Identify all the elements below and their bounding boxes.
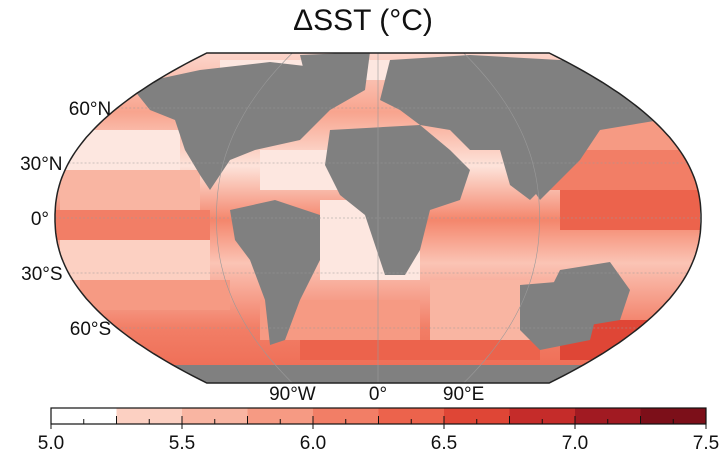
ocean-cell bbox=[60, 170, 200, 210]
land-greenland bbox=[300, 53, 370, 110]
latitude-label: 30°S bbox=[21, 264, 62, 285]
map-title: ΔSST (°C) bbox=[293, 4, 433, 37]
colorbar-tick-label: 6.5 bbox=[431, 433, 457, 454]
colorbar-ticks: 5.0 5.5 6.0 6.5 7.0 7.5 bbox=[38, 416, 719, 454]
ocean-cell bbox=[300, 340, 540, 360]
latitude-labels: 60°N 30°N 0° 30°S 60°S bbox=[20, 99, 111, 340]
colorbar-band bbox=[378, 408, 445, 424]
ocean-cell bbox=[560, 190, 700, 230]
colorbar-band bbox=[575, 408, 641, 424]
meridian-line bbox=[216, 52, 293, 384]
land-africa bbox=[325, 125, 470, 275]
meridian-line bbox=[463, 52, 540, 384]
colorbar-band bbox=[640, 408, 707, 424]
ocean-cell bbox=[55, 210, 210, 240]
ocean-cell bbox=[80, 280, 230, 310]
longitude-label: 90°E bbox=[443, 384, 484, 405]
colorbar-tick-label: 7.5 bbox=[693, 433, 719, 454]
land-south-america bbox=[230, 200, 320, 345]
colorbar-tick-label: 6.0 bbox=[300, 433, 326, 454]
colorbar-band bbox=[313, 408, 379, 424]
map-clip-group bbox=[55, 53, 700, 383]
latitude-label: 30°N bbox=[20, 154, 62, 175]
colorbar bbox=[50, 407, 707, 425]
globe-outline bbox=[54, 52, 702, 384]
colorbar-band bbox=[51, 408, 117, 424]
longitude-labels: 90°W 0° 90°E bbox=[269, 384, 484, 405]
land-antarctica bbox=[55, 365, 700, 383]
longitude-label: 0° bbox=[369, 384, 387, 405]
latitude-label: 60°N bbox=[69, 99, 111, 120]
colorbar-tick-label: 5.5 bbox=[169, 433, 195, 454]
longitude-label: 90°W bbox=[269, 384, 316, 405]
ocean-cell bbox=[60, 240, 210, 280]
land bbox=[55, 53, 700, 383]
colorbar-band bbox=[182, 408, 248, 424]
land-europe-asia bbox=[380, 55, 690, 200]
colorbar-band bbox=[247, 408, 314, 424]
graticule bbox=[55, 52, 701, 384]
colorbar-band bbox=[509, 408, 576, 424]
colorbar-band bbox=[116, 408, 183, 424]
land-north-america bbox=[130, 62, 340, 190]
latitude-label: 0° bbox=[31, 209, 49, 230]
colorbar-band bbox=[444, 408, 510, 424]
latitude-label: 60°S bbox=[70, 319, 111, 340]
colorbar-tick-label: 5.0 bbox=[38, 433, 64, 454]
colorbar-tick-label: 7.0 bbox=[562, 433, 588, 454]
land-southern-block bbox=[520, 280, 600, 350]
